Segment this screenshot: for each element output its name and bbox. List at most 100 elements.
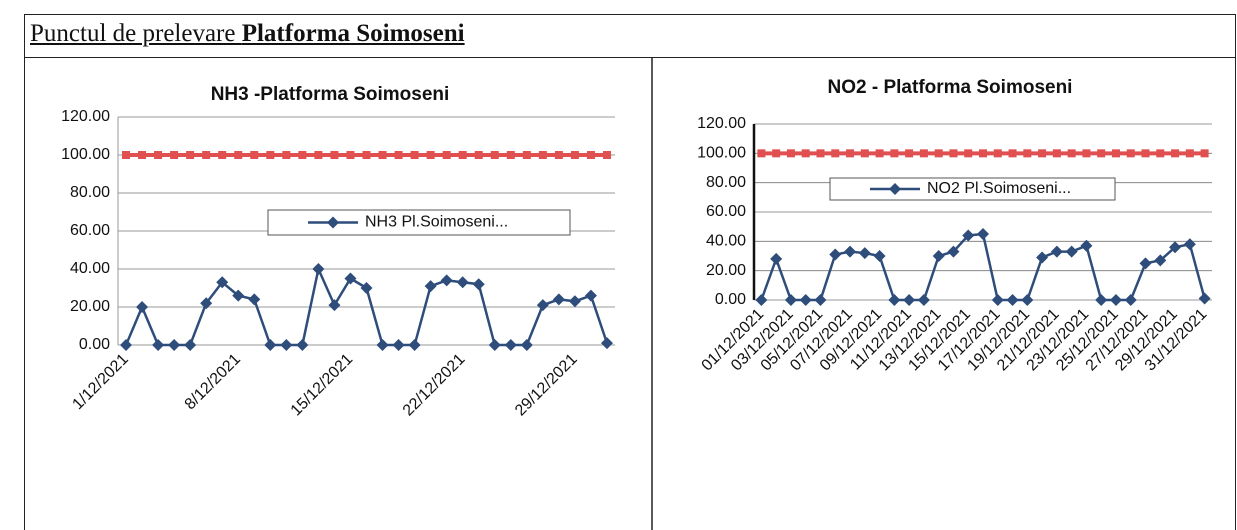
marker [536, 299, 549, 312]
series-line [760, 232, 1206, 302]
marker [1200, 149, 1209, 158]
marker [314, 151, 323, 159]
legend-marker [889, 183, 901, 195]
x-tick-label: 22/12/2021 [400, 351, 469, 420]
marker [977, 228, 989, 240]
marker [136, 301, 149, 313]
marker [888, 294, 901, 306]
marker [1156, 149, 1165, 158]
marker [814, 294, 827, 306]
marker [376, 339, 389, 351]
marker [442, 151, 451, 159]
marker [504, 339, 517, 351]
marker [1095, 294, 1108, 306]
y-tick-label: 80.00 [70, 184, 110, 201]
marker [282, 151, 291, 159]
marker [1067, 149, 1076, 158]
marker [186, 151, 195, 159]
marker [168, 339, 181, 351]
marker [757, 149, 766, 158]
marker [1050, 245, 1063, 258]
marker [216, 276, 229, 289]
marker [1038, 149, 1047, 158]
marker [424, 280, 437, 293]
marker [829, 248, 842, 261]
header-title: Punctul de prelevare Platforma Soimoseni [30, 20, 465, 48]
marker [490, 151, 499, 159]
marker [440, 274, 453, 287]
marker [152, 339, 165, 351]
marker [506, 151, 515, 159]
marker [552, 293, 565, 306]
marker [1171, 149, 1180, 158]
marker [786, 149, 795, 158]
legend-label: NO2 Pl.Soimoseni... [927, 180, 1071, 197]
marker [280, 339, 293, 351]
marker [394, 151, 403, 159]
marker [248, 293, 261, 306]
y-tick-label: 40.00 [706, 233, 746, 250]
marker [934, 149, 943, 158]
marker [1082, 149, 1091, 158]
marker [600, 337, 613, 350]
marker [1111, 149, 1120, 158]
x-tick-label: 1/12/2021 [69, 351, 131, 413]
marker [408, 339, 421, 351]
marker [993, 149, 1002, 158]
y-tick-label: 0.00 [715, 291, 746, 308]
marker [858, 247, 871, 260]
marker [602, 151, 611, 159]
marker [330, 151, 339, 159]
marker [360, 282, 373, 294]
title-bold: Platforma Soimoseni [241, 20, 465, 47]
y-tick-label: 60.00 [706, 203, 746, 220]
marker [426, 151, 435, 159]
chart-title: NH3 -Platforma Soimoseni [211, 84, 450, 105]
marker [170, 151, 179, 159]
marker [328, 299, 341, 312]
marker [312, 263, 325, 275]
marker [120, 339, 133, 351]
marker [991, 294, 1004, 306]
marker [488, 339, 501, 351]
marker [184, 339, 197, 351]
marker [410, 151, 419, 159]
marker [362, 151, 371, 159]
marker [122, 151, 131, 159]
marker [1154, 254, 1167, 267]
marker [472, 278, 485, 291]
marker [1183, 238, 1196, 251]
marker [860, 149, 869, 158]
marker [979, 149, 987, 158]
title-text: Punctul de prelevare [30, 20, 242, 47]
marker [266, 151, 275, 159]
marker [1036, 251, 1049, 264]
marker [474, 151, 483, 159]
marker [875, 149, 884, 158]
marker [250, 151, 259, 159]
marker [218, 151, 227, 159]
marker [755, 294, 768, 306]
x-tick-label: 29/12/2021 [512, 351, 581, 420]
marker [584, 289, 597, 302]
marker [1023, 149, 1032, 158]
marker [570, 151, 579, 159]
marker [949, 149, 958, 158]
marker [873, 250, 886, 262]
marker [1021, 294, 1034, 306]
marker [538, 151, 547, 159]
marker [1008, 149, 1017, 158]
chart-title: NO2 - Platforma Soimoseni [828, 77, 1073, 98]
header: Punctul de prelevare Platforma Soimoseni [24, 14, 1236, 58]
marker [520, 339, 533, 351]
marker [905, 149, 914, 158]
marker [232, 289, 245, 302]
marker [234, 151, 243, 159]
marker [784, 294, 797, 306]
marker [846, 149, 855, 158]
marker [154, 151, 163, 159]
marker [458, 151, 467, 159]
legend-marker [327, 216, 339, 229]
